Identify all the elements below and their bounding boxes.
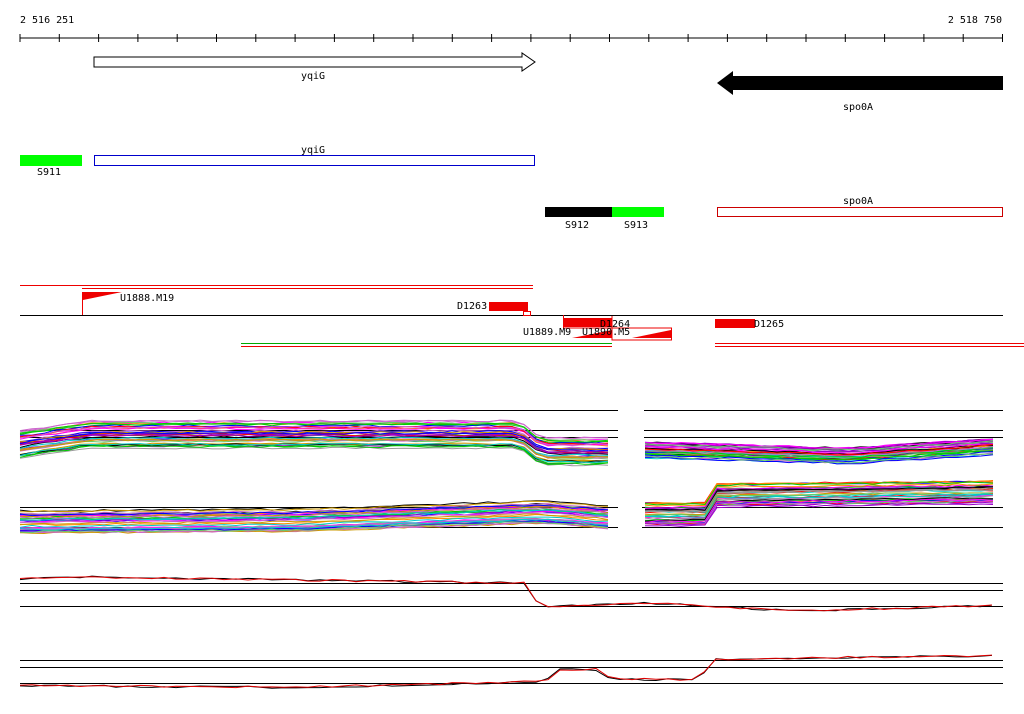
feature-mark <box>632 330 671 338</box>
expression-line <box>19 513 609 526</box>
expression-line <box>645 493 994 518</box>
expression-line <box>19 507 609 519</box>
annotation-label: spo0A <box>843 196 873 207</box>
feature-mark <box>83 292 122 300</box>
expression-line <box>644 499 994 524</box>
expression-line <box>19 516 609 528</box>
expression-line <box>19 504 609 517</box>
expression-line <box>19 505 609 517</box>
annotation-box <box>20 155 82 166</box>
expression-line <box>19 500 609 513</box>
feature-mark <box>572 330 612 338</box>
expression-line <box>19 438 609 459</box>
expression-line <box>19 443 609 463</box>
expression-line <box>644 453 994 464</box>
feature-label: U1889.M9 <box>523 327 571 338</box>
expression-line <box>19 654 993 689</box>
expression-line <box>644 492 994 517</box>
expression-line <box>644 483 994 507</box>
expression-line <box>644 484 994 509</box>
expression-line <box>19 421 609 442</box>
annotation-box <box>545 207 612 217</box>
expression-line <box>19 436 609 457</box>
expression-line <box>19 422 609 443</box>
expression-line <box>19 503 609 515</box>
expression-line <box>644 439 994 450</box>
annotation-label: yqiG <box>301 145 325 156</box>
expression-line <box>644 450 994 461</box>
expression-line <box>645 454 994 465</box>
expression-line <box>19 512 609 524</box>
expression-line <box>644 443 994 454</box>
feature-label: U1890.M5 <box>582 327 630 338</box>
expression-line <box>644 495 994 520</box>
expression-line <box>644 449 994 459</box>
expression-line <box>19 445 609 465</box>
expression-line <box>644 486 994 511</box>
expression-line <box>19 576 993 612</box>
expression-line <box>644 449 994 461</box>
gene-arrow <box>93 52 536 72</box>
feature-label: D1263 <box>457 301 487 312</box>
feature-box <box>523 311 531 316</box>
feature-label: U1888.M19 <box>120 293 174 304</box>
expression-line <box>644 451 994 463</box>
expression-line <box>19 438 608 459</box>
feature-box <box>563 318 612 327</box>
expression-line <box>19 518 609 531</box>
expression-line <box>644 498 994 523</box>
annotation-label: S912 <box>565 220 589 231</box>
gene-label: yqiG <box>301 71 325 82</box>
expression-line <box>19 509 609 521</box>
expression-line <box>19 521 609 534</box>
annotation-box <box>94 155 535 166</box>
annotation-label: S913 <box>624 220 648 231</box>
expression-line <box>20 513 609 526</box>
expression-line <box>19 427 609 447</box>
expression-line <box>19 509 609 522</box>
gene-arrow <box>717 71 1003 95</box>
expression-line <box>19 442 609 463</box>
expression-line <box>19 431 609 452</box>
expression-line <box>19 444 609 464</box>
expression-line <box>19 425 609 446</box>
ruler-end: 2 518 750 <box>948 15 1002 26</box>
feature-box <box>715 319 755 328</box>
expression-line <box>644 499 994 524</box>
expression-line <box>644 503 994 527</box>
ruler-ticks <box>19 34 1003 42</box>
annotation-label: S911 <box>37 167 61 178</box>
expression-tracks <box>19 405 1003 689</box>
expression-line <box>644 445 994 457</box>
expression-line <box>644 442 994 453</box>
gene-label: spo0A <box>843 102 873 113</box>
expression-line <box>19 425 609 446</box>
expression-line <box>644 440 994 451</box>
expression-line <box>644 444 994 456</box>
expression-line <box>19 575 993 612</box>
ruler-start: 2 516 251 <box>20 15 74 26</box>
feature-label: D1264 <box>600 319 630 330</box>
expression-line <box>644 497 994 522</box>
expression-line <box>644 488 994 513</box>
expression-line <box>20 430 609 451</box>
expression-line <box>644 484 994 509</box>
expression-line <box>19 446 609 467</box>
feature-box <box>489 302 528 311</box>
feature-label: D1265 <box>754 319 784 330</box>
expression-line <box>20 519 609 532</box>
expression-line <box>644 481 994 506</box>
annotation-box <box>717 207 1003 217</box>
annotation-box <box>612 207 664 217</box>
gap <box>618 487 642 535</box>
